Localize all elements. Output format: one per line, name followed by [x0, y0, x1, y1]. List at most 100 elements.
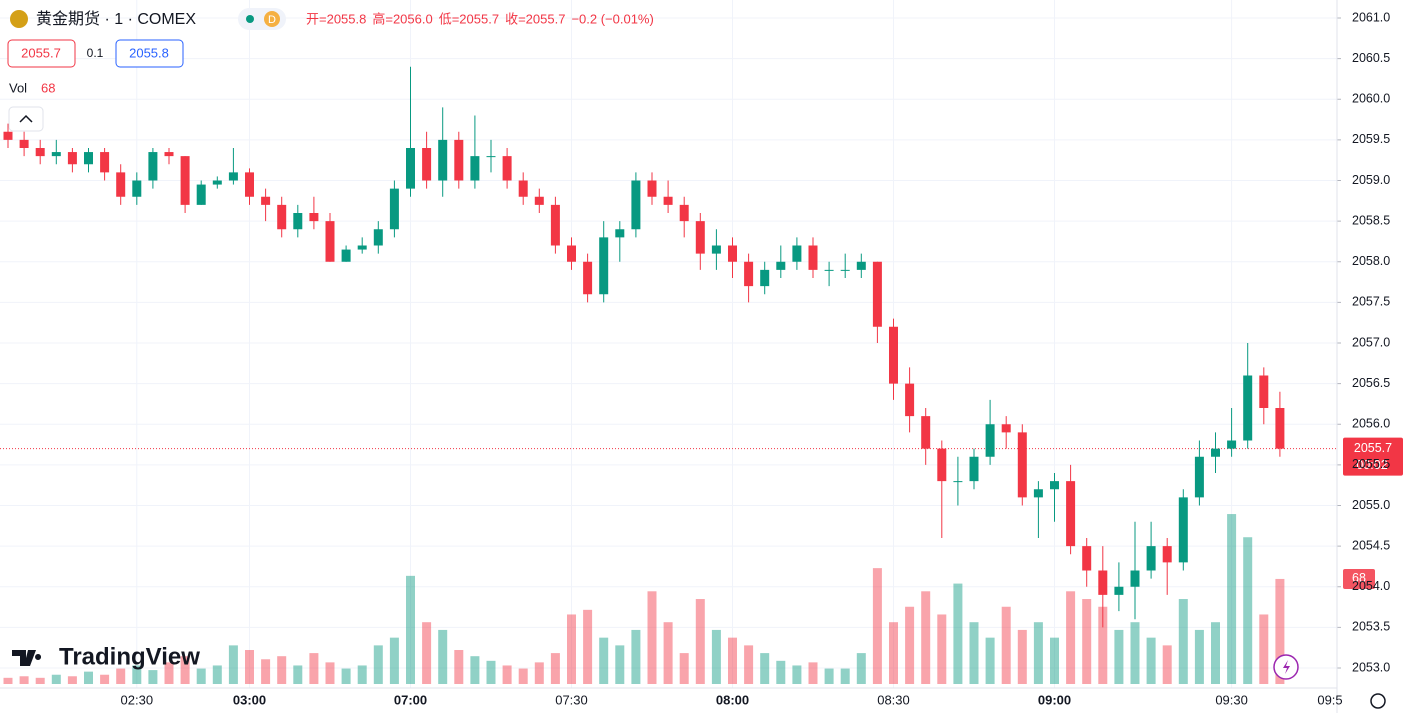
- volume-bar: [534, 662, 544, 684]
- volume-bar: [824, 668, 834, 684]
- collapse-button[interactable]: [8, 106, 44, 132]
- spread: 0.1: [87, 46, 104, 60]
- candle-body: [164, 152, 174, 157]
- candle-body: [406, 148, 415, 189]
- y-tick-label: 2057.5: [1352, 295, 1390, 309]
- last-volume-label: 68: [1352, 571, 1366, 585]
- candle-body: [19, 139, 29, 148]
- volume-bar: [631, 629, 641, 684]
- volume-bar: [1033, 622, 1043, 684]
- volume-bar: [583, 609, 593, 684]
- last-volume-tag: [1343, 568, 1375, 589]
- volume-bar: [1227, 514, 1237, 684]
- candle-body: [647, 180, 657, 197]
- x-tick-label: 09:00: [1038, 692, 1071, 707]
- candle-body: [293, 213, 303, 230]
- volume-bar: [502, 665, 512, 684]
- y-tick-label: 2058.5: [1352, 213, 1390, 227]
- x-tick-label: 09:5: [1317, 692, 1342, 707]
- candle-body: [567, 245, 576, 262]
- volume-bar: [969, 622, 979, 684]
- candle-body: [341, 249, 351, 262]
- volume-bar: [212, 665, 222, 684]
- candle-body: [1017, 432, 1027, 498]
- volume-bar: [567, 614, 576, 684]
- volume-bar: [1130, 622, 1140, 684]
- volume-bar: [84, 671, 93, 684]
- candle-body: [486, 156, 496, 158]
- candle-body: [196, 184, 206, 205]
- candle-body: [502, 156, 512, 181]
- volume-bar: [245, 650, 254, 684]
- volume-bar: [889, 622, 898, 684]
- collapse-icon: [19, 114, 33, 123]
- candle-body: [51, 152, 61, 157]
- badge-circle: [264, 11, 280, 27]
- candle-body: [1211, 448, 1220, 457]
- candle-body: [599, 237, 609, 295]
- volume-bar: [1114, 629, 1124, 684]
- candle-body: [325, 221, 335, 262]
- bid-box[interactable]: [7, 39, 76, 68]
- settings-icon[interactable]: [1370, 693, 1386, 709]
- volume-bar: [470, 656, 480, 684]
- brand-logo: [12, 650, 42, 666]
- volume-bar: [341, 668, 351, 684]
- candle-body: [615, 229, 625, 238]
- candle-body: [116, 172, 126, 197]
- y-tick-label: 2053.5: [1352, 620, 1390, 634]
- candle-body: [180, 156, 190, 205]
- candle-body: [1227, 440, 1237, 449]
- candle-body: [550, 204, 560, 246]
- volume-bar: [985, 637, 995, 684]
- volume-bar: [422, 622, 432, 684]
- volume-bar: [438, 629, 448, 684]
- volume-bar: [937, 614, 947, 684]
- volume-bar: [744, 645, 754, 684]
- volume-bar: [1050, 637, 1059, 684]
- candle-body: [100, 152, 110, 173]
- y-tick-label: 2061.0: [1352, 10, 1390, 24]
- candle-body: [67, 152, 77, 165]
- x-tick-label: 07:00: [394, 692, 427, 707]
- candle-body: [937, 448, 947, 482]
- ohlc-item: 高=2056.0: [372, 11, 432, 26]
- volume-bar: [518, 668, 528, 684]
- ohlc-item: 开=2055.8: [306, 11, 366, 26]
- lightning-icon: [1283, 660, 1290, 674]
- volume-bar: [1162, 645, 1172, 684]
- volume-bar: [486, 660, 496, 684]
- volume-bar: [647, 591, 657, 684]
- candle-body: [518, 180, 528, 197]
- volume-bar: [148, 670, 158, 684]
- candle-body: [261, 196, 271, 205]
- volume-bar: [728, 637, 737, 684]
- candle-body: [905, 383, 915, 417]
- candle-body: [792, 245, 802, 262]
- candle-body: [422, 148, 432, 181]
- y-tick-label: 2060.0: [1352, 92, 1390, 106]
- ask: 2055.8: [129, 45, 169, 60]
- candle-body: [921, 416, 931, 449]
- axis-tags: 2055.7 00:02 68: [1343, 437, 1403, 589]
- symbol: 黄金期货 · 1 · COMEX: [36, 10, 196, 28]
- candle-body: [856, 261, 866, 270]
- candle-body: [631, 180, 641, 230]
- volume-bar: [406, 575, 415, 684]
- candle-body: [695, 221, 705, 254]
- ask-box[interactable]: [115, 39, 184, 68]
- y-tick-label: 2055.0: [1352, 498, 1390, 512]
- volume-bar: [1178, 599, 1188, 684]
- volume-bar: [357, 665, 367, 684]
- volume-bar: [760, 653, 770, 684]
- y-tick-label: 2053.0: [1352, 660, 1390, 674]
- bid: 2055.7: [21, 45, 61, 60]
- candle-body: [1082, 546, 1092, 571]
- candle-layer: [3, 66, 1285, 628]
- ohlc-item: 低=2055.7: [439, 11, 499, 26]
- volume-bar: [711, 629, 721, 684]
- volume-bar: [1259, 614, 1269, 684]
- volume-bar: [1146, 637, 1156, 684]
- volume-bar: [196, 668, 206, 684]
